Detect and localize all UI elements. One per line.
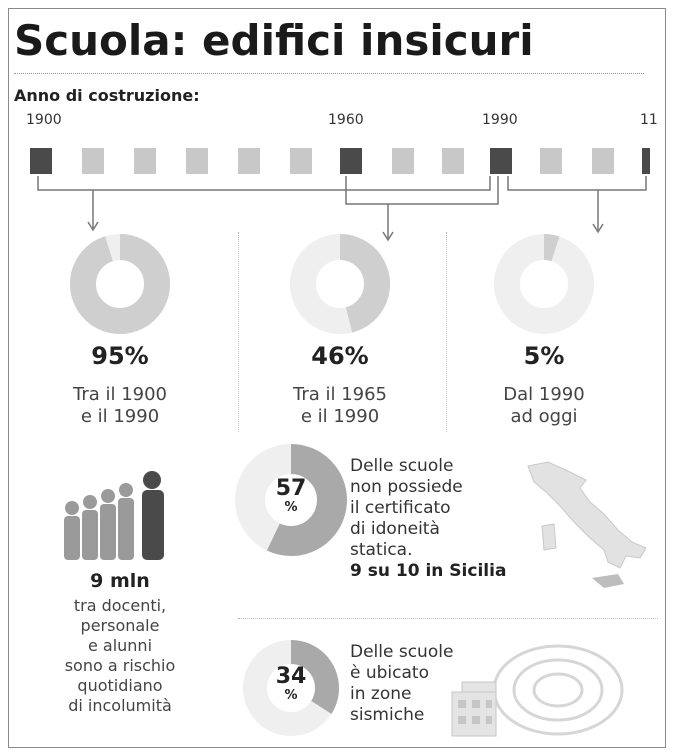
page-title: Scuola: edifici insicuri [14,16,534,65]
donut-46 [290,234,390,334]
donut-57 [235,444,347,556]
donut-4-value-arc [243,640,339,736]
caption-1900-1990: Tra il 1900 e il 1990 [72,384,168,427]
timeline-block-1 [82,148,104,174]
people-text: tra docenti, personale e alunni sono a r… [64,596,176,715]
donut-95 [70,234,170,334]
infographic-frame [8,8,666,748]
pct-label-95: 95% [91,342,149,370]
timeline-block-0 [30,148,52,174]
timeline-block-2 [134,148,156,174]
timeline-block-4 [238,148,260,174]
sicilia-highlight: 9 su 10 in Sicilia [350,561,507,581]
pct-label-5: 5% [523,342,565,370]
donut-57-label: 57 % [275,476,307,516]
timeline-block-3 [186,148,208,174]
donut-0-value-arc [70,234,170,334]
people-icon [64,471,164,560]
donut-34-label: 34 % [275,664,307,704]
donut-5 [494,234,594,334]
timeline-block-8 [442,148,464,174]
donut-1-value-arc [290,234,390,334]
year-label-end: 11 [640,112,658,128]
people-headline: 9 mln [90,570,150,592]
row-separator [238,618,658,619]
pct-label-46: 46% [311,342,369,370]
timeline-block-10 [540,148,562,174]
bracket-1900-1990 [37,176,491,191]
timeline-block-5 [290,148,312,174]
timeline-block-9 [490,148,512,174]
timeline-subtitle: Anno di costruzione: [14,86,200,105]
column-separator-1 [238,232,239,432]
caption-1965-1990: Tra il 1965 e il 1990 [292,384,388,427]
year-label-1960: 1960 [328,112,364,128]
bracket-1990-oggi [507,176,647,191]
timeline-block-11 [592,148,614,174]
bracket-3-arrow [592,223,604,234]
bracket-1965-1990 [345,176,499,205]
donut-3-value-arc [235,444,347,556]
bracket-1-arrow [87,221,99,232]
donut-2-value-arc [494,234,594,334]
bracket-2-arrow [382,231,394,242]
year-label-1990: 1990 [482,112,518,128]
donut-34-text: Delle scuole è ubicato in zone sismiche [350,642,454,725]
donut-34 [243,640,339,736]
year-label-1900: 1900 [26,112,62,128]
timeline-block-6 [340,148,362,174]
timeline-block-12 [642,148,650,174]
donut-57-text: Delle scuole non possiede il certificato… [350,456,570,582]
italy-map-icon [527,461,647,588]
timeline-block-7 [392,148,414,174]
title-divider [14,73,644,74]
caption-1990-oggi: Dal 1990 ad oggi [503,384,585,427]
seismic-map-icon [451,644,624,737]
column-separator-2 [446,232,447,432]
